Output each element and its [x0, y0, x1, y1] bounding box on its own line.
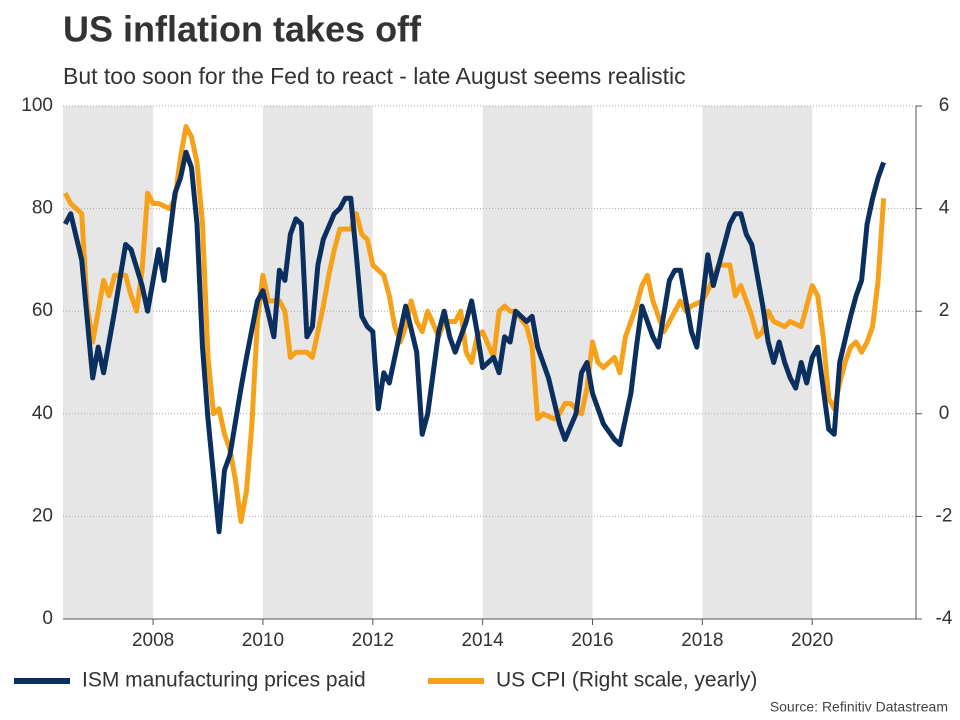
- series-line: [62, 149, 886, 535]
- y2-tick-label: 4: [939, 198, 950, 219]
- chart-subtitle: But too soon for the Fed to react - late…: [63, 63, 686, 89]
- shade-band: [63, 106, 154, 619]
- y-tick-label: 40: [32, 403, 53, 424]
- x-tick-label: 2012: [352, 630, 394, 651]
- x-tick-label: 2020: [791, 630, 833, 651]
- x-tick-label: 2008: [132, 630, 174, 651]
- y2-tick-label: -2: [936, 505, 953, 526]
- shading: [63, 106, 813, 619]
- y-tick-label: 20: [32, 505, 53, 526]
- y-tick-label: 80: [32, 198, 53, 219]
- y-tick-label: 0: [42, 608, 53, 629]
- y-tick-label: 100: [21, 95, 53, 116]
- x-tick-label: 2016: [571, 630, 613, 651]
- y2-tick-label: 6: [939, 95, 950, 116]
- x-tick-label: 2010: [242, 630, 284, 651]
- series-line: [62, 124, 887, 524]
- y2-tick-label: 0: [939, 403, 950, 424]
- x-tick-label: 2014: [461, 630, 504, 651]
- chart-title: US inflation takes off: [63, 9, 422, 50]
- x-tick-label: 2018: [681, 630, 723, 651]
- source: Source: Refinitiv Datastream: [770, 699, 948, 715]
- shade-band: [702, 106, 813, 619]
- y2-tick-label: -4: [936, 608, 953, 629]
- legend-label: ISM manufacturing prices paid: [82, 669, 366, 692]
- y2-tick-label: 2: [939, 300, 950, 321]
- legend-label: US CPI (Right scale, yearly): [496, 669, 757, 692]
- shade-band: [262, 106, 373, 619]
- y-tick-label: 60: [32, 300, 53, 321]
